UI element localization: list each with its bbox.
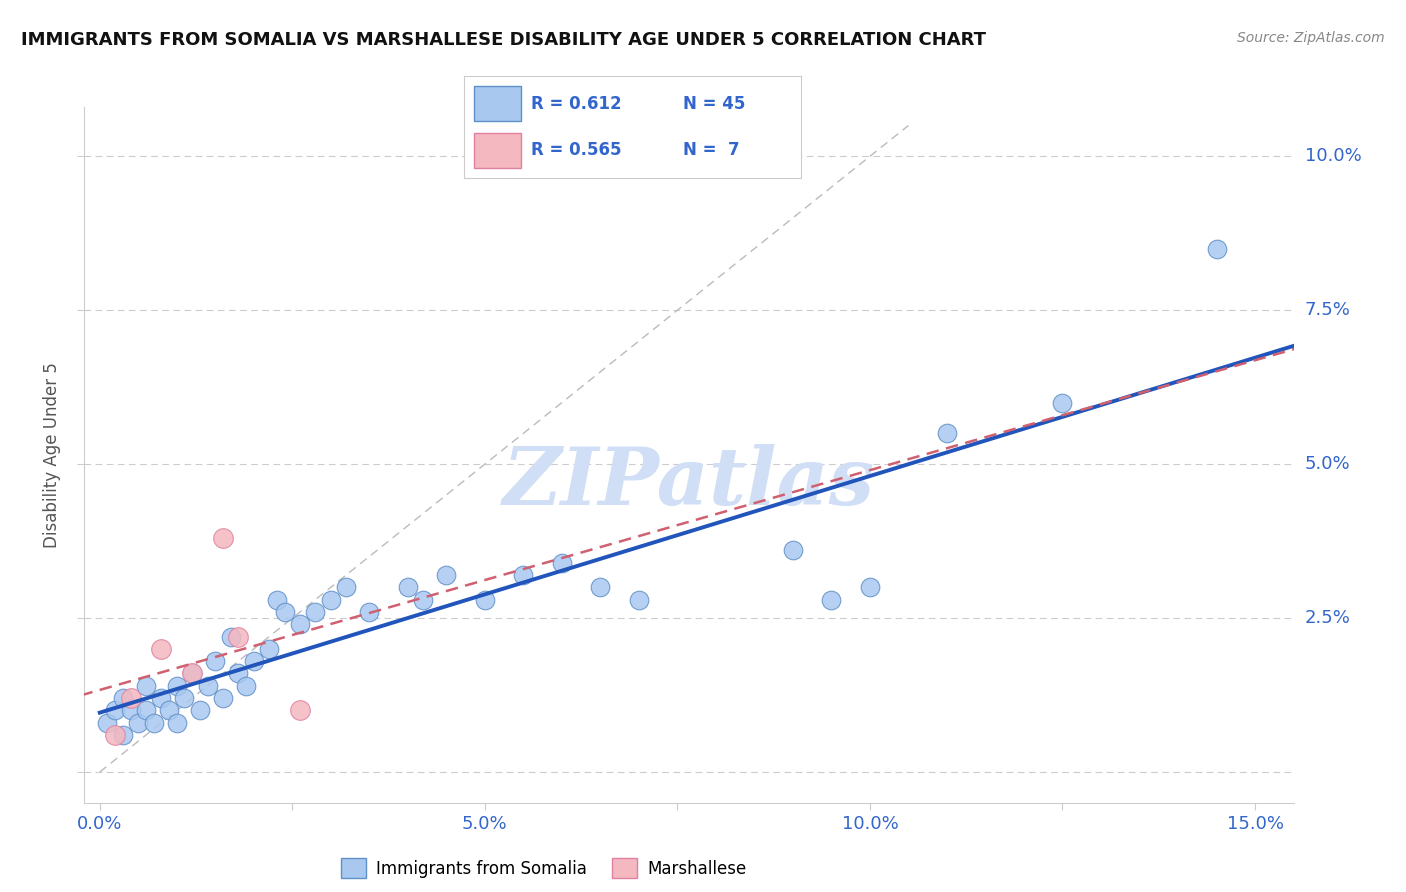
Point [166,679,188,693]
Point [319,592,342,607]
Point [188,703,211,717]
Point [135,703,157,717]
Point [111,691,134,706]
Point [235,679,257,693]
Point [304,605,326,619]
Point [212,691,235,706]
Point [104,728,127,742]
Point [120,703,142,717]
Point [512,568,534,582]
Point [243,654,266,668]
Point [273,605,295,619]
Point [782,543,804,558]
Point [434,568,457,582]
Point [120,691,142,706]
Text: R = 0.565: R = 0.565 [531,141,621,159]
Point [197,679,219,693]
FancyBboxPatch shape [474,133,522,168]
Point [1205,242,1227,256]
Point [96,715,118,730]
Point [396,580,419,594]
Point [166,715,188,730]
Text: R = 0.612: R = 0.612 [531,95,621,112]
Point [212,531,235,545]
Point [288,617,311,632]
Point [474,592,496,607]
Legend: Immigrants from Somalia, Marshallese: Immigrants from Somalia, Marshallese [335,851,754,885]
Point [127,715,149,730]
Text: IMMIGRANTS FROM SOMALIA VS MARSHALLESE DISABILITY AGE UNDER 5 CORRELATION CHART: IMMIGRANTS FROM SOMALIA VS MARSHALLESE D… [21,31,986,49]
Point [412,592,434,607]
Point [219,630,242,644]
Text: N =  7: N = 7 [683,141,740,159]
Text: Source: ZipAtlas.com: Source: ZipAtlas.com [1237,31,1385,45]
Text: ZIPatlas: ZIPatlas [503,444,875,522]
Text: N = 45: N = 45 [683,95,745,112]
Point [104,703,127,717]
Point [173,691,195,706]
Point [589,580,612,594]
Point [820,592,842,607]
Y-axis label: Disability Age Under 5: Disability Age Under 5 [44,362,62,548]
Point [181,666,204,681]
Point [551,556,574,570]
Point [111,728,134,742]
Point [150,641,173,656]
Point [135,679,157,693]
Text: 5.0%: 5.0% [1305,455,1350,473]
Point [228,666,250,681]
Point [335,580,357,594]
Text: 10.0%: 10.0% [1305,147,1361,165]
Point [181,666,204,681]
Text: 2.5%: 2.5% [1305,609,1351,627]
Point [150,691,173,706]
Point [157,703,180,717]
Point [257,641,280,656]
Point [288,703,311,717]
Text: 7.5%: 7.5% [1305,301,1351,319]
Point [142,715,165,730]
Point [627,592,650,607]
Point [204,654,226,668]
Point [859,580,882,594]
FancyBboxPatch shape [474,87,522,121]
Point [228,630,250,644]
Point [266,592,288,607]
Point [936,426,959,441]
Point [1052,395,1074,409]
Point [359,605,381,619]
